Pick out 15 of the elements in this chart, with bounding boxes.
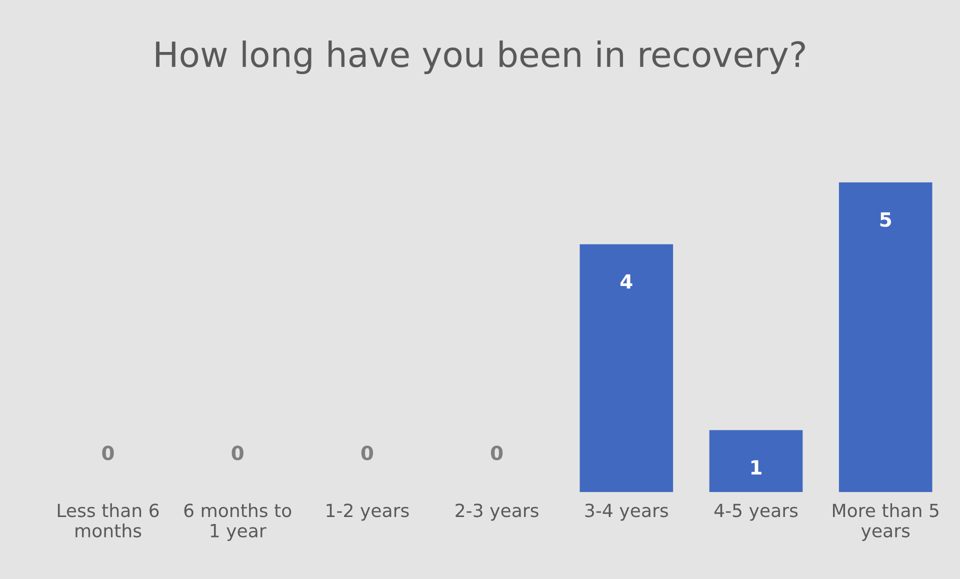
x-tick-label: Less than 6 months <box>58 503 159 538</box>
data-label: 0 <box>102 446 114 460</box>
data-label: 4 <box>620 274 632 289</box>
data-label: 0 <box>490 446 503 460</box>
x-tick-label: 6 months to 1 year <box>184 503 292 541</box>
x-tick-label: 3-4 years <box>585 504 668 521</box>
data-label: 0 <box>361 446 374 460</box>
x-tick-label: 4-5 years <box>714 504 798 521</box>
x-tick-label: 1-2 years <box>326 504 409 521</box>
data-label: 1 <box>751 460 762 474</box>
data-label: 5 <box>880 212 892 227</box>
chart-title: How long have you been in recovery? <box>156 40 805 74</box>
data-label: 0 <box>232 446 244 460</box>
x-tick-label: More than 5 years <box>833 503 938 541</box>
x-tick-label: 2-3 years <box>456 504 538 521</box>
